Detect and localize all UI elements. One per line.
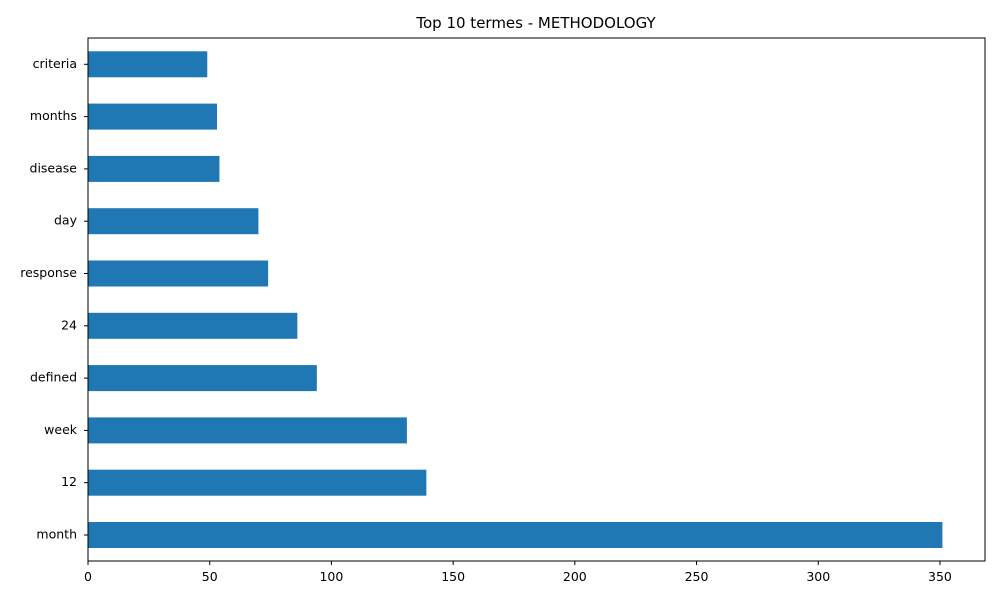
y-tick-label: response bbox=[20, 265, 77, 280]
x-axis: 0 50 100 150 200 250 300 350 bbox=[84, 561, 952, 584]
y-tick-label: criteria bbox=[33, 56, 77, 71]
bar-disease bbox=[88, 155, 220, 182]
bar-criteria bbox=[88, 51, 208, 78]
x-tick-label: 50 bbox=[202, 569, 218, 584]
x-tick-label: 150 bbox=[441, 569, 465, 584]
bar-month bbox=[88, 522, 943, 548]
x-tick-label: 100 bbox=[319, 569, 343, 584]
bar-24 bbox=[88, 312, 298, 339]
x-tick-label: 250 bbox=[685, 569, 709, 584]
y-tick-label: 24 bbox=[61, 317, 77, 332]
y-axis: month 12 week defined 24 response day disease mo… bbox=[20, 56, 88, 542]
x-tick-label: 200 bbox=[563, 569, 587, 584]
y-tick-label: month bbox=[36, 527, 77, 542]
bar-week bbox=[88, 417, 407, 444]
y-tick-label: week bbox=[44, 422, 78, 437]
x-tick-label: 300 bbox=[806, 569, 830, 584]
y-tick-label: disease bbox=[30, 160, 78, 175]
bar-12 bbox=[88, 469, 427, 496]
bar-day bbox=[88, 208, 259, 235]
y-tick-label: months bbox=[30, 108, 77, 123]
bar-response bbox=[88, 260, 269, 287]
y-tick-label: defined bbox=[30, 370, 77, 385]
chart-title: Top 10 termes - METHODOLOGY bbox=[415, 14, 656, 32]
plot-frame bbox=[87, 37, 986, 562]
bar-months bbox=[88, 103, 218, 130]
bars-layer bbox=[88, 51, 943, 548]
y-tick-label: day bbox=[54, 213, 78, 228]
bar-defined bbox=[88, 365, 317, 392]
x-tick-label: 0 bbox=[84, 569, 92, 584]
y-tick-label: 12 bbox=[61, 474, 77, 489]
x-tick-label: 350 bbox=[928, 569, 952, 584]
